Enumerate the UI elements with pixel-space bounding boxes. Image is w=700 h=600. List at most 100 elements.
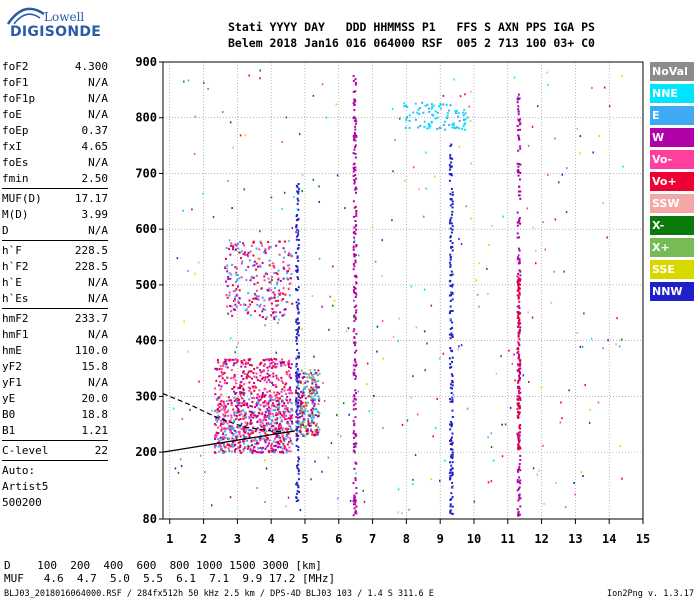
echo-point [272,365,275,368]
param-label: fxI [2,140,22,153]
interference-point [297,356,300,359]
echo-point [264,415,267,418]
interference-point [517,385,520,388]
noise-point [602,202,605,205]
echo-point [216,420,219,423]
interference-point [449,347,452,350]
echo-point [228,425,231,428]
echo-point [286,436,289,439]
interference-point [449,157,452,160]
noise-point [401,423,404,426]
echo-point [271,450,274,453]
echo-point [248,417,251,420]
noise-point [287,496,290,499]
echo-point [317,386,320,389]
echo-point [405,117,408,120]
echo-point [306,428,309,431]
echo-point [242,417,245,420]
noise-point [542,221,544,224]
noise-point [349,499,352,502]
echo-point [277,269,280,272]
noise-point [460,344,463,347]
echo-point [282,298,285,301]
noise-point [392,335,395,338]
echo-point [241,397,244,400]
param-label: h`E [2,276,22,289]
noise-point [353,315,355,318]
param-value: 22 [94,444,108,457]
echo-point [287,402,290,405]
echo-point [291,391,294,394]
echo-point [272,265,275,268]
interference-point [352,432,355,435]
echo-point [241,428,244,431]
echo-point [264,447,267,450]
echo-point [224,405,227,408]
echo-point [272,403,275,406]
interference-point [519,360,522,363]
echo-point [241,260,244,263]
echo-point [233,414,236,417]
noise-point [531,316,534,319]
echo-point [277,378,280,381]
interference-point [518,260,521,263]
echo-point [291,302,294,305]
noise-point [457,348,459,351]
echo-point [268,429,271,432]
noise-point [451,123,453,126]
interference-point [451,309,454,312]
interference-point [353,162,356,165]
echo-point [259,398,262,401]
interference-point [449,319,452,322]
echo-point [307,432,310,435]
echo-point [247,386,250,389]
interference-point [516,162,519,165]
echo-point [235,382,238,385]
interference-point [450,391,453,394]
echo-point [261,448,264,451]
echo-point [279,411,282,414]
echo-point [289,419,292,422]
noise-point [237,342,240,345]
noise-point [555,481,557,484]
echo-point [302,421,305,424]
echo-point [227,414,230,417]
interference-point [449,423,452,426]
echo-point [412,111,415,114]
echo-point [282,400,285,403]
echo-point [233,390,236,393]
echo-point [311,420,314,423]
echo-point [264,432,267,435]
noise-point [391,107,394,110]
legend-item: SSW [650,194,694,213]
echo-point [239,384,242,387]
echo-point [253,445,256,448]
interference-point [451,225,454,228]
interference-point [352,75,355,78]
echo-point [283,407,286,410]
noise-point [452,486,455,489]
noise-point [229,496,232,499]
interference-point [355,120,358,123]
echo-point [310,429,313,432]
echo-point [263,426,266,429]
echo-point [304,372,307,375]
echo-point [232,438,235,441]
echo-point [436,127,439,130]
interference-point [352,482,355,485]
echo-point [457,115,460,118]
echo-point [224,420,227,423]
interference-point [517,110,520,113]
echo-point [438,105,441,108]
noise-point [336,174,339,177]
interference-point [352,446,355,449]
noise-point [279,362,282,365]
interference-point [353,100,356,103]
interference-point [517,470,520,473]
interference-point [296,421,299,424]
noise-point [432,435,434,438]
echo-point [310,377,313,380]
interference-point [516,314,519,317]
echo-point [251,300,254,303]
